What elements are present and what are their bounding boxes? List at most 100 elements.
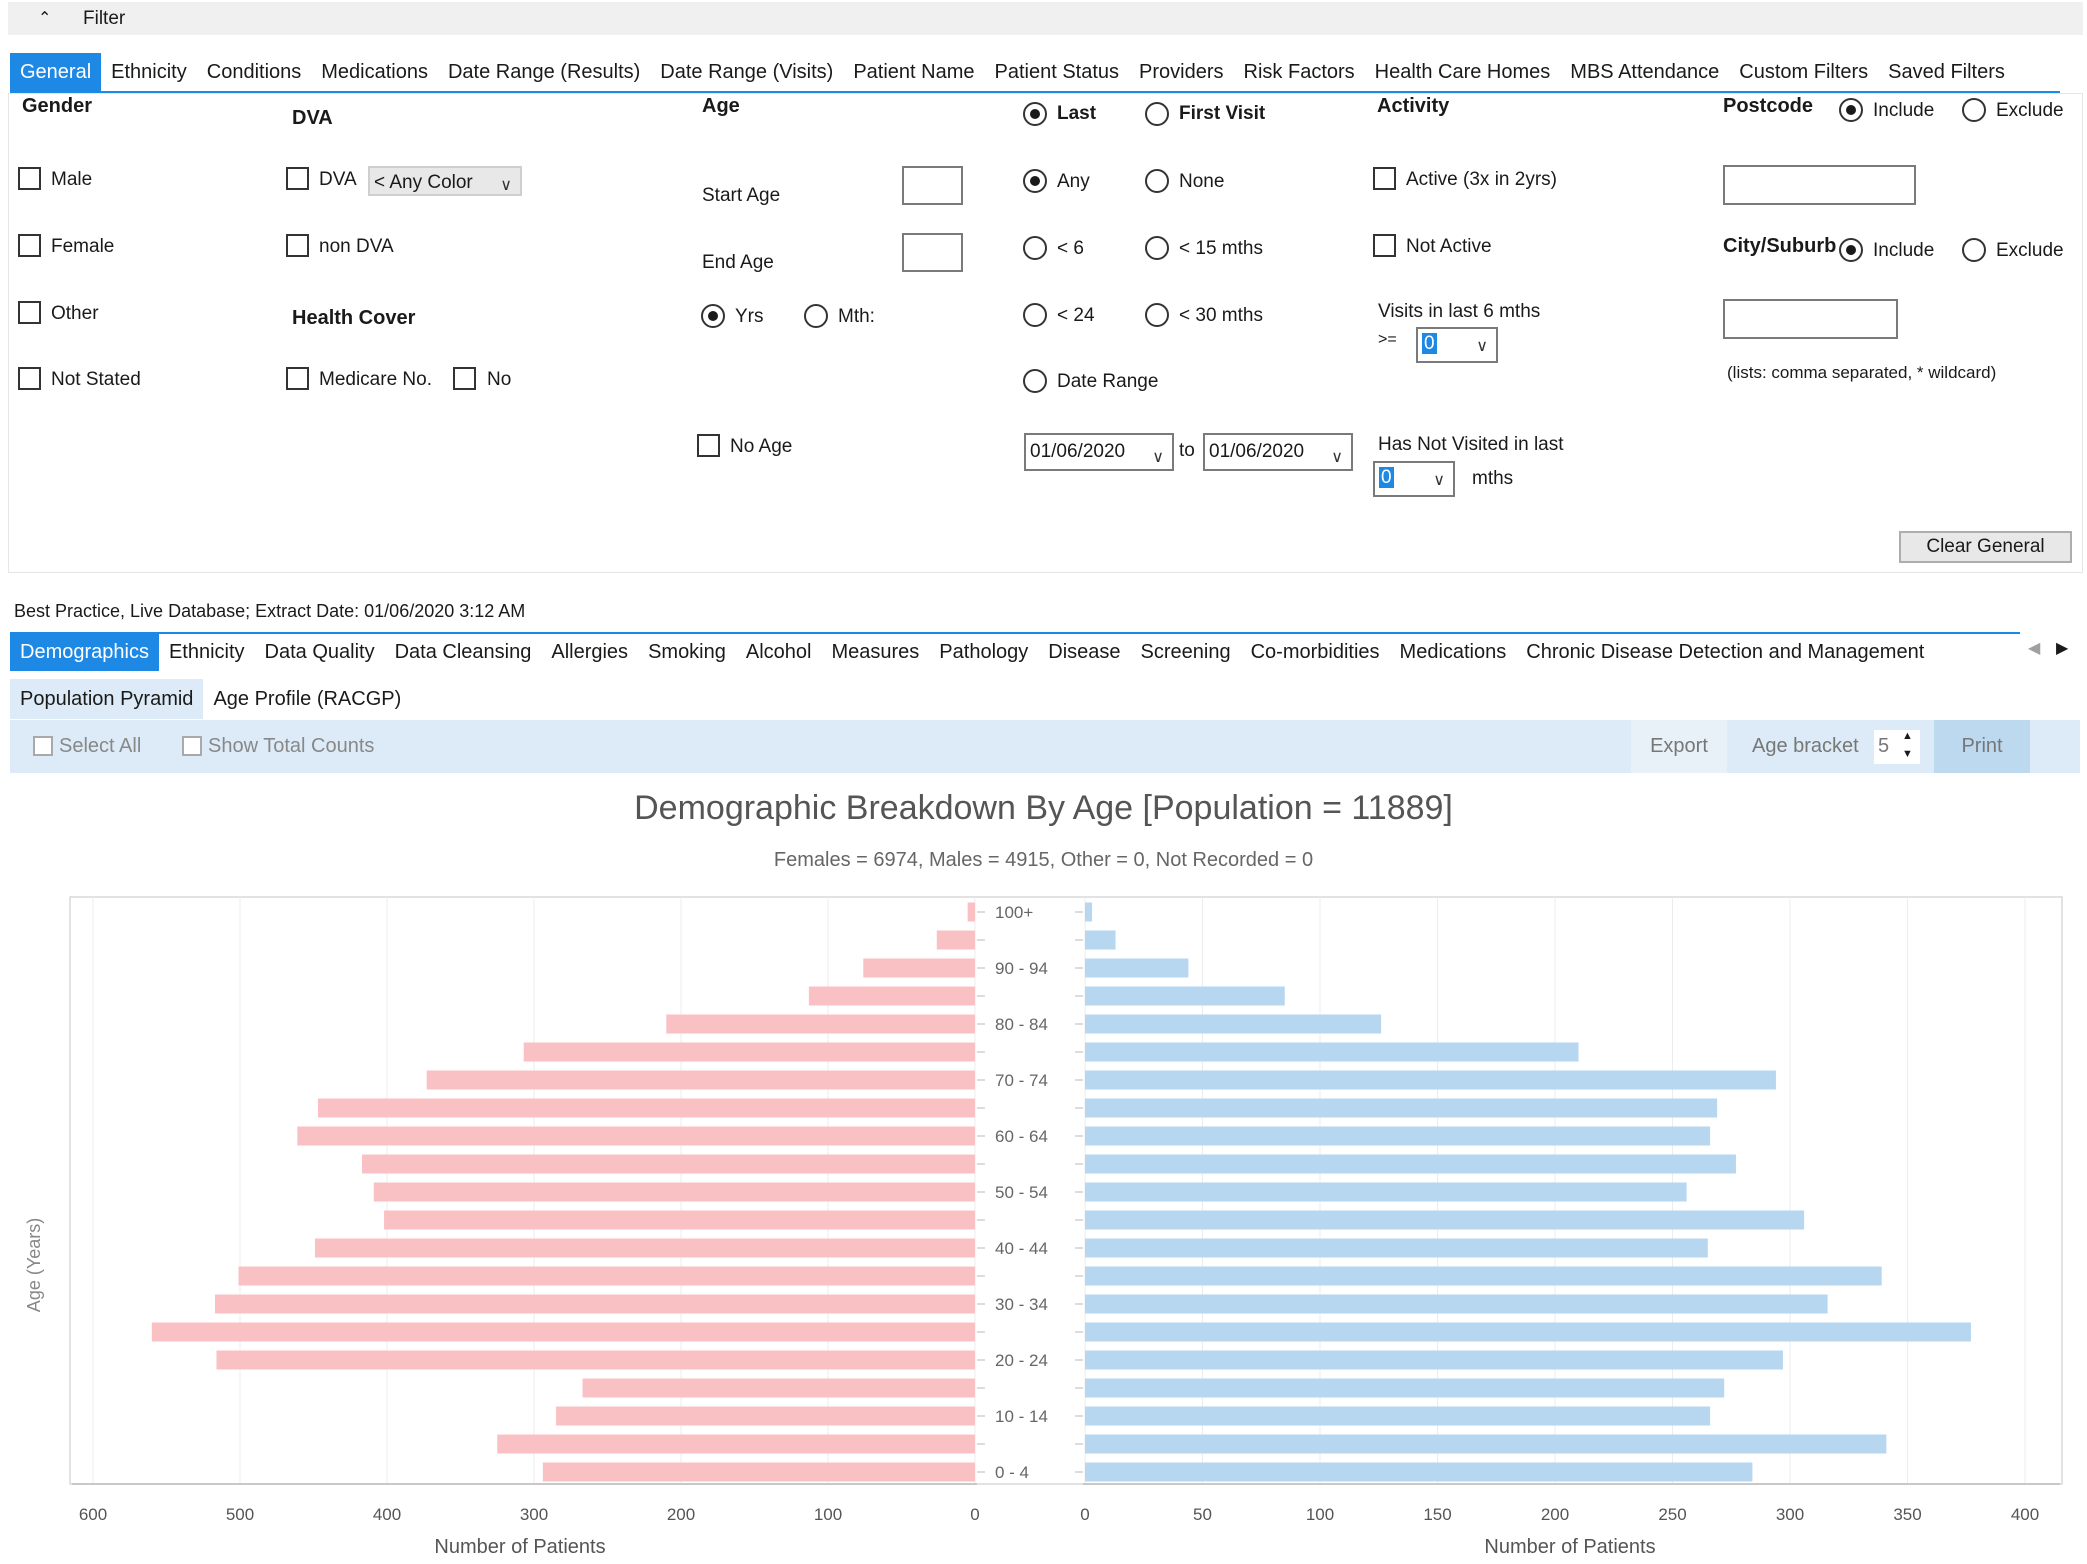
report-tab-medications[interactable]: Medications <box>1399 641 1507 663</box>
filter-tab-conditions[interactable]: Conditions <box>206 61 302 83</box>
gender-not-stated-checkbox[interactable] <box>18 367 41 390</box>
female-bar <box>967 902 975 922</box>
filter-tab-risk-factors[interactable]: Risk Factors <box>1243 61 1355 83</box>
collapse-icon[interactable]: ⌃ <box>38 10 52 27</box>
no-age-checkbox[interactable] <box>697 434 720 457</box>
scroll-left-icon[interactable]: ◀ <box>2028 640 2041 657</box>
gender-female-checkbox[interactable] <box>18 234 41 257</box>
end-age-input[interactable] <box>902 233 963 272</box>
filter-tab-custom-filters[interactable]: Custom Filters <box>1739 61 1869 83</box>
report-tab-co-morbidities[interactable]: Co-morbidities <box>1250 641 1380 663</box>
report-tab-data-cleansing[interactable]: Data Cleansing <box>394 641 532 663</box>
gender-female-label: Female <box>51 236 115 257</box>
age-years-label: Yrs <box>735 306 764 327</box>
city-exclude-radio[interactable] <box>1962 238 1986 262</box>
filter-tab-medications[interactable]: Medications <box>321 61 428 83</box>
age-bracket-stepper[interactable]: 5 ▲ ▼ <box>1874 730 1920 764</box>
subtab-age-profile[interactable]: Age Profile (RACGP) <box>213 688 402 710</box>
male-bar <box>1085 986 1285 1006</box>
clear-general-button[interactable]: Clear General <box>1899 531 2072 563</box>
dva-checkbox[interactable] <box>286 167 309 190</box>
no-medicare-checkbox[interactable] <box>453 367 476 390</box>
male-bar <box>1085 1406 1711 1426</box>
stepper-down-icon[interactable]: ▼ <box>1902 748 1913 760</box>
medicare-checkbox[interactable] <box>286 367 309 390</box>
filter-tab-saved-filters[interactable]: Saved Filters <box>1888 61 2005 83</box>
visits-count-select[interactable]: 0 ∨ <box>1416 327 1498 363</box>
postcode-title: Postcode <box>1723 95 1814 117</box>
category-label: 40 - 44 <box>995 1239 1048 1258</box>
right-tick-label: 350 <box>1893 1505 1921 1524</box>
report-tab-disease[interactable]: Disease <box>1048 641 1121 663</box>
non-dva-checkbox[interactable] <box>286 234 309 257</box>
print-button[interactable]: Print <box>1934 720 2030 773</box>
scroll-right-icon[interactable]: ▶ <box>2056 640 2069 657</box>
filter-tab-date-range-results[interactable]: Date Range (Results) <box>447 61 641 83</box>
stepper-up-icon[interactable]: ▲ <box>1902 730 1913 742</box>
age-months-radio[interactable] <box>804 304 828 328</box>
select-all-checkbox[interactable] <box>33 736 53 756</box>
show-total-checkbox[interactable] <box>182 736 202 756</box>
report-tab-data-quality[interactable]: Data Quality <box>264 641 375 663</box>
filter-tab-patient-status[interactable]: Patient Status <box>994 61 1120 83</box>
export-button[interactable]: Export <box>1631 720 1727 773</box>
visit-any-radio[interactable] <box>1023 169 1047 193</box>
postcode-exclude-radio[interactable] <box>1962 98 1986 122</box>
filter-tab-ethnicity[interactable]: Ethnicity <box>111 61 187 83</box>
gender-male-label: Male <box>51 169 93 190</box>
visit-lt30-radio[interactable] <box>1145 303 1169 327</box>
filter-tab-mbs-attendance[interactable]: MBS Attendance <box>1570 61 1720 83</box>
report-tab-demographics[interactable]: Demographics <box>10 633 159 671</box>
city-input[interactable] <box>1723 299 1898 339</box>
dva-color-select[interactable]: < Any Color ∨ <box>368 166 522 196</box>
no-age-label: No Age <box>730 436 793 457</box>
gender-male-checkbox[interactable] <box>18 167 41 190</box>
female-bar <box>151 1322 976 1342</box>
visit-none-radio[interactable] <box>1145 169 1169 193</box>
last-visit-radio[interactable] <box>1023 102 1047 126</box>
dva-title: DVA <box>292 107 333 129</box>
visit-lt6-radio[interactable] <box>1023 236 1047 260</box>
postcode-include-radio[interactable] <box>1839 98 1863 122</box>
report-tab-chronic-disease-detection-and-management[interactable]: Chronic Disease Detection and Management <box>1526 641 1925 663</box>
filter-tab-providers[interactable]: Providers <box>1139 61 1224 83</box>
filter-title: Filter <box>83 8 126 29</box>
left-x-axis-title: Number of Patients <box>434 1536 605 1558</box>
category-label: 70 - 74 <box>995 1071 1048 1090</box>
left-tick-label: 0 <box>970 1505 979 1524</box>
category-label: 20 - 24 <box>995 1351 1048 1370</box>
filter-tab-patient-name[interactable]: Patient Name <box>853 61 975 83</box>
report-tab-smoking[interactable]: Smoking <box>648 641 726 663</box>
filter-tab-date-range-visits[interactable]: Date Range (Visits) <box>660 61 834 83</box>
report-tab-ethnicity[interactable]: Ethnicity <box>168 641 245 663</box>
first-visit-radio[interactable] <box>1145 102 1169 126</box>
sub-tabs: Population Pyramid Age Profile (RACGP) <box>10 679 411 719</box>
report-tab-pathology[interactable]: Pathology <box>939 641 1029 663</box>
from-date-picker[interactable]: 01/06/2020 ∨ <box>1024 433 1174 471</box>
to-date-picker[interactable]: 01/06/2020 ∨ <box>1203 433 1353 471</box>
male-bar <box>1085 1434 1887 1454</box>
report-tab-measures[interactable]: Measures <box>831 641 920 663</box>
age-years-radio[interactable] <box>701 304 725 328</box>
visit-lt15-radio[interactable] <box>1145 236 1169 260</box>
category-label: 80 - 84 <box>995 1015 1048 1034</box>
active-checkbox[interactable] <box>1373 167 1396 190</box>
filter-tab-general[interactable]: General <box>10 53 102 91</box>
report-tab-screening[interactable]: Screening <box>1140 641 1231 663</box>
male-bar <box>1085 1182 1687 1202</box>
filter-tab-health-care-homes[interactable]: Health Care Homes <box>1374 61 1551 83</box>
not-active-label: Not Active <box>1406 236 1492 257</box>
city-include-radio[interactable] <box>1839 238 1863 262</box>
not-active-checkbox[interactable] <box>1373 234 1396 257</box>
visit-lt24-radio[interactable] <box>1023 303 1047 327</box>
report-tab-allergies[interactable]: Allergies <box>551 641 629 663</box>
gender-other-checkbox[interactable] <box>18 301 41 324</box>
postcode-input[interactable] <box>1723 165 1916 205</box>
not-visited-select[interactable]: 0 ∨ <box>1373 461 1455 497</box>
start-age-input[interactable] <box>902 166 963 205</box>
visit-date-range-radio[interactable] <box>1023 369 1047 393</box>
subtab-population-pyramid[interactable]: Population Pyramid <box>10 679 204 719</box>
report-tab-alcohol[interactable]: Alcohol <box>745 641 812 663</box>
filter-header[interactable]: ⌃ Filter <box>8 2 2083 35</box>
category-label: 10 - 14 <box>995 1407 1048 1426</box>
